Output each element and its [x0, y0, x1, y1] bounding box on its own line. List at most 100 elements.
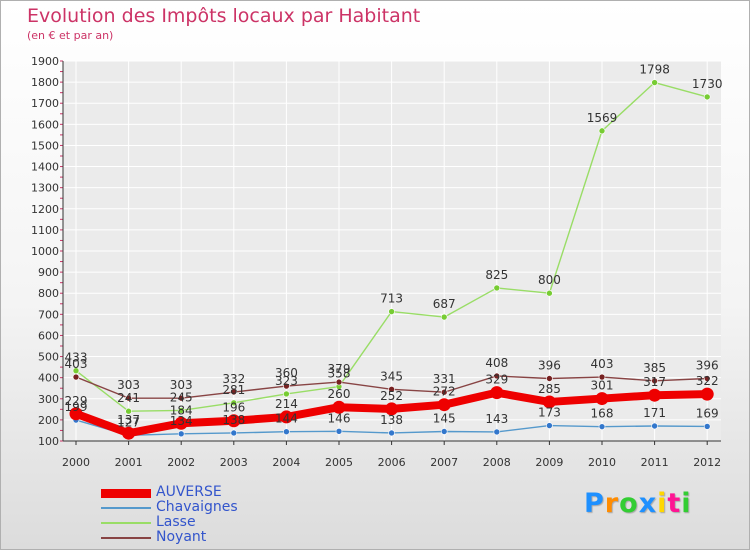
logo-letter: i: [681, 488, 692, 519]
x-tick-label: 2004: [272, 456, 300, 469]
y-tick-label: 1200: [31, 203, 59, 216]
data-point-noyant: [72, 373, 80, 381]
data-label-noyant: 408: [485, 356, 508, 370]
data-point-auverse: [174, 416, 188, 430]
data-label-chavaignes: 138: [222, 413, 245, 427]
data-point-lasse: [177, 407, 185, 414]
data-point-noyant: [493, 372, 501, 380]
data-point-auverse: [279, 410, 293, 424]
data-point-noyant: [651, 377, 658, 385]
data-label-chavaignes: 134: [170, 414, 193, 428]
data-point-noyant: [177, 394, 185, 402]
logo-letter: x: [638, 488, 658, 519]
data-label-auverse: 252: [380, 389, 403, 403]
data-point-lasse: [493, 284, 501, 292]
y-tick-label: 300: [38, 393, 59, 406]
data-point-auverse: [700, 387, 714, 401]
y-tick-label: 1100: [31, 224, 59, 237]
data-label-auverse: 184: [170, 403, 193, 417]
y-tick-label: 500: [38, 351, 59, 364]
legend-swatch: [101, 489, 151, 498]
data-point-lasse: [651, 79, 658, 86]
data-point-noyant: [230, 388, 238, 396]
data-label-chavaignes: 168: [591, 407, 614, 421]
data-point-noyant: [125, 394, 132, 402]
legend-swatch: [101, 522, 151, 524]
chart-subtitle: (en € et par an): [27, 29, 114, 42]
y-tick-label: 1700: [31, 97, 59, 110]
data-label-chavaignes: 171: [643, 406, 666, 420]
data-label-noyant: 331: [433, 372, 456, 386]
data-label-noyant: 303: [170, 378, 193, 392]
logo-letter: r: [604, 488, 620, 519]
logo-letter: o: [619, 488, 639, 519]
y-tick-label: 200: [38, 414, 59, 427]
y-tick-label: 900: [38, 266, 59, 279]
data-point-lasse: [230, 399, 238, 407]
y-tick-label: 1500: [31, 139, 59, 152]
x-tick-label: 2005: [325, 456, 353, 469]
data-label-lasse: 1798: [639, 63, 670, 77]
data-point-lasse: [388, 308, 395, 315]
x-tick-label: 2001: [115, 456, 143, 469]
data-label-lasse: 800: [538, 273, 561, 287]
data-point-noyant: [388, 385, 395, 393]
data-point-auverse: [227, 414, 241, 428]
y-tick-label: 700: [38, 308, 59, 321]
data-point-auverse: [385, 402, 399, 416]
data-point-chavaignes: [546, 422, 553, 429]
data-label-layer: 229 137 184 196 214 260 252 272 329 285 301 317 322 1…: [65, 63, 723, 430]
data-label-noyant: 396: [538, 359, 561, 373]
data-label-noyant: 379: [328, 362, 351, 376]
data-point-lasse: [598, 127, 606, 135]
data-point-lasse: [440, 313, 448, 321]
data-point-chavaignes: [703, 423, 711, 430]
x-tick-label: 2003: [220, 456, 248, 469]
data-point-auverse: [648, 388, 662, 402]
logo-letter: i: [657, 488, 668, 519]
data-point-auverse: [69, 407, 83, 421]
data-point-noyant: [440, 388, 448, 396]
legend-label: Chavaignes: [156, 499, 238, 515]
data-point-auverse: [122, 426, 136, 440]
data-point-chavaignes: [177, 430, 185, 438]
data-label-noyant: 345: [380, 369, 403, 383]
x-tick-label: 2012: [693, 456, 721, 469]
data-label-auverse: 229: [65, 394, 88, 408]
data-label-chavaignes: 143: [485, 412, 508, 426]
grid-layer: [63, 60, 721, 442]
data-point-lasse: [546, 289, 553, 297]
data-label-lasse: 825: [485, 268, 508, 282]
legend-swatch: [101, 537, 151, 539]
y-tick-label: 400: [38, 372, 59, 385]
data-label-chavaignes: 146: [328, 411, 351, 425]
data-point-auverse: [437, 398, 451, 412]
data-point-auverse: [595, 392, 609, 406]
data-label-lasse: 241: [117, 391, 140, 405]
data-label-noyant: 332: [222, 372, 245, 386]
x-tick-label: 2006: [378, 456, 406, 469]
data-label-auverse: 272: [433, 385, 456, 399]
data-point-auverse: [490, 386, 504, 400]
data-label-noyant: 360: [275, 366, 298, 380]
x-tick-label: 2008: [483, 456, 511, 469]
data-point-lasse: [283, 390, 290, 398]
data-point-auverse: [542, 395, 556, 409]
legend-label: Noyant: [156, 529, 207, 545]
data-label-auverse: 260: [328, 387, 351, 401]
data-label-chavaignes: 127: [117, 415, 140, 429]
logo-letter: t: [667, 488, 682, 519]
data-point-noyant: [546, 375, 553, 382]
data-label-lasse: 1730: [692, 77, 723, 91]
data-label-auverse: 329: [485, 373, 508, 387]
logo-letter: P: [584, 488, 605, 519]
x-tick-label: 2010: [588, 456, 616, 469]
y-tick-label: 1300: [31, 182, 59, 195]
y-tick-label: 600: [38, 329, 59, 342]
data-point-noyant: [283, 382, 290, 390]
x-tick-label: 2002: [167, 456, 195, 469]
data-label-auverse: 137: [117, 413, 140, 427]
data-label-lasse: 687: [433, 297, 456, 311]
